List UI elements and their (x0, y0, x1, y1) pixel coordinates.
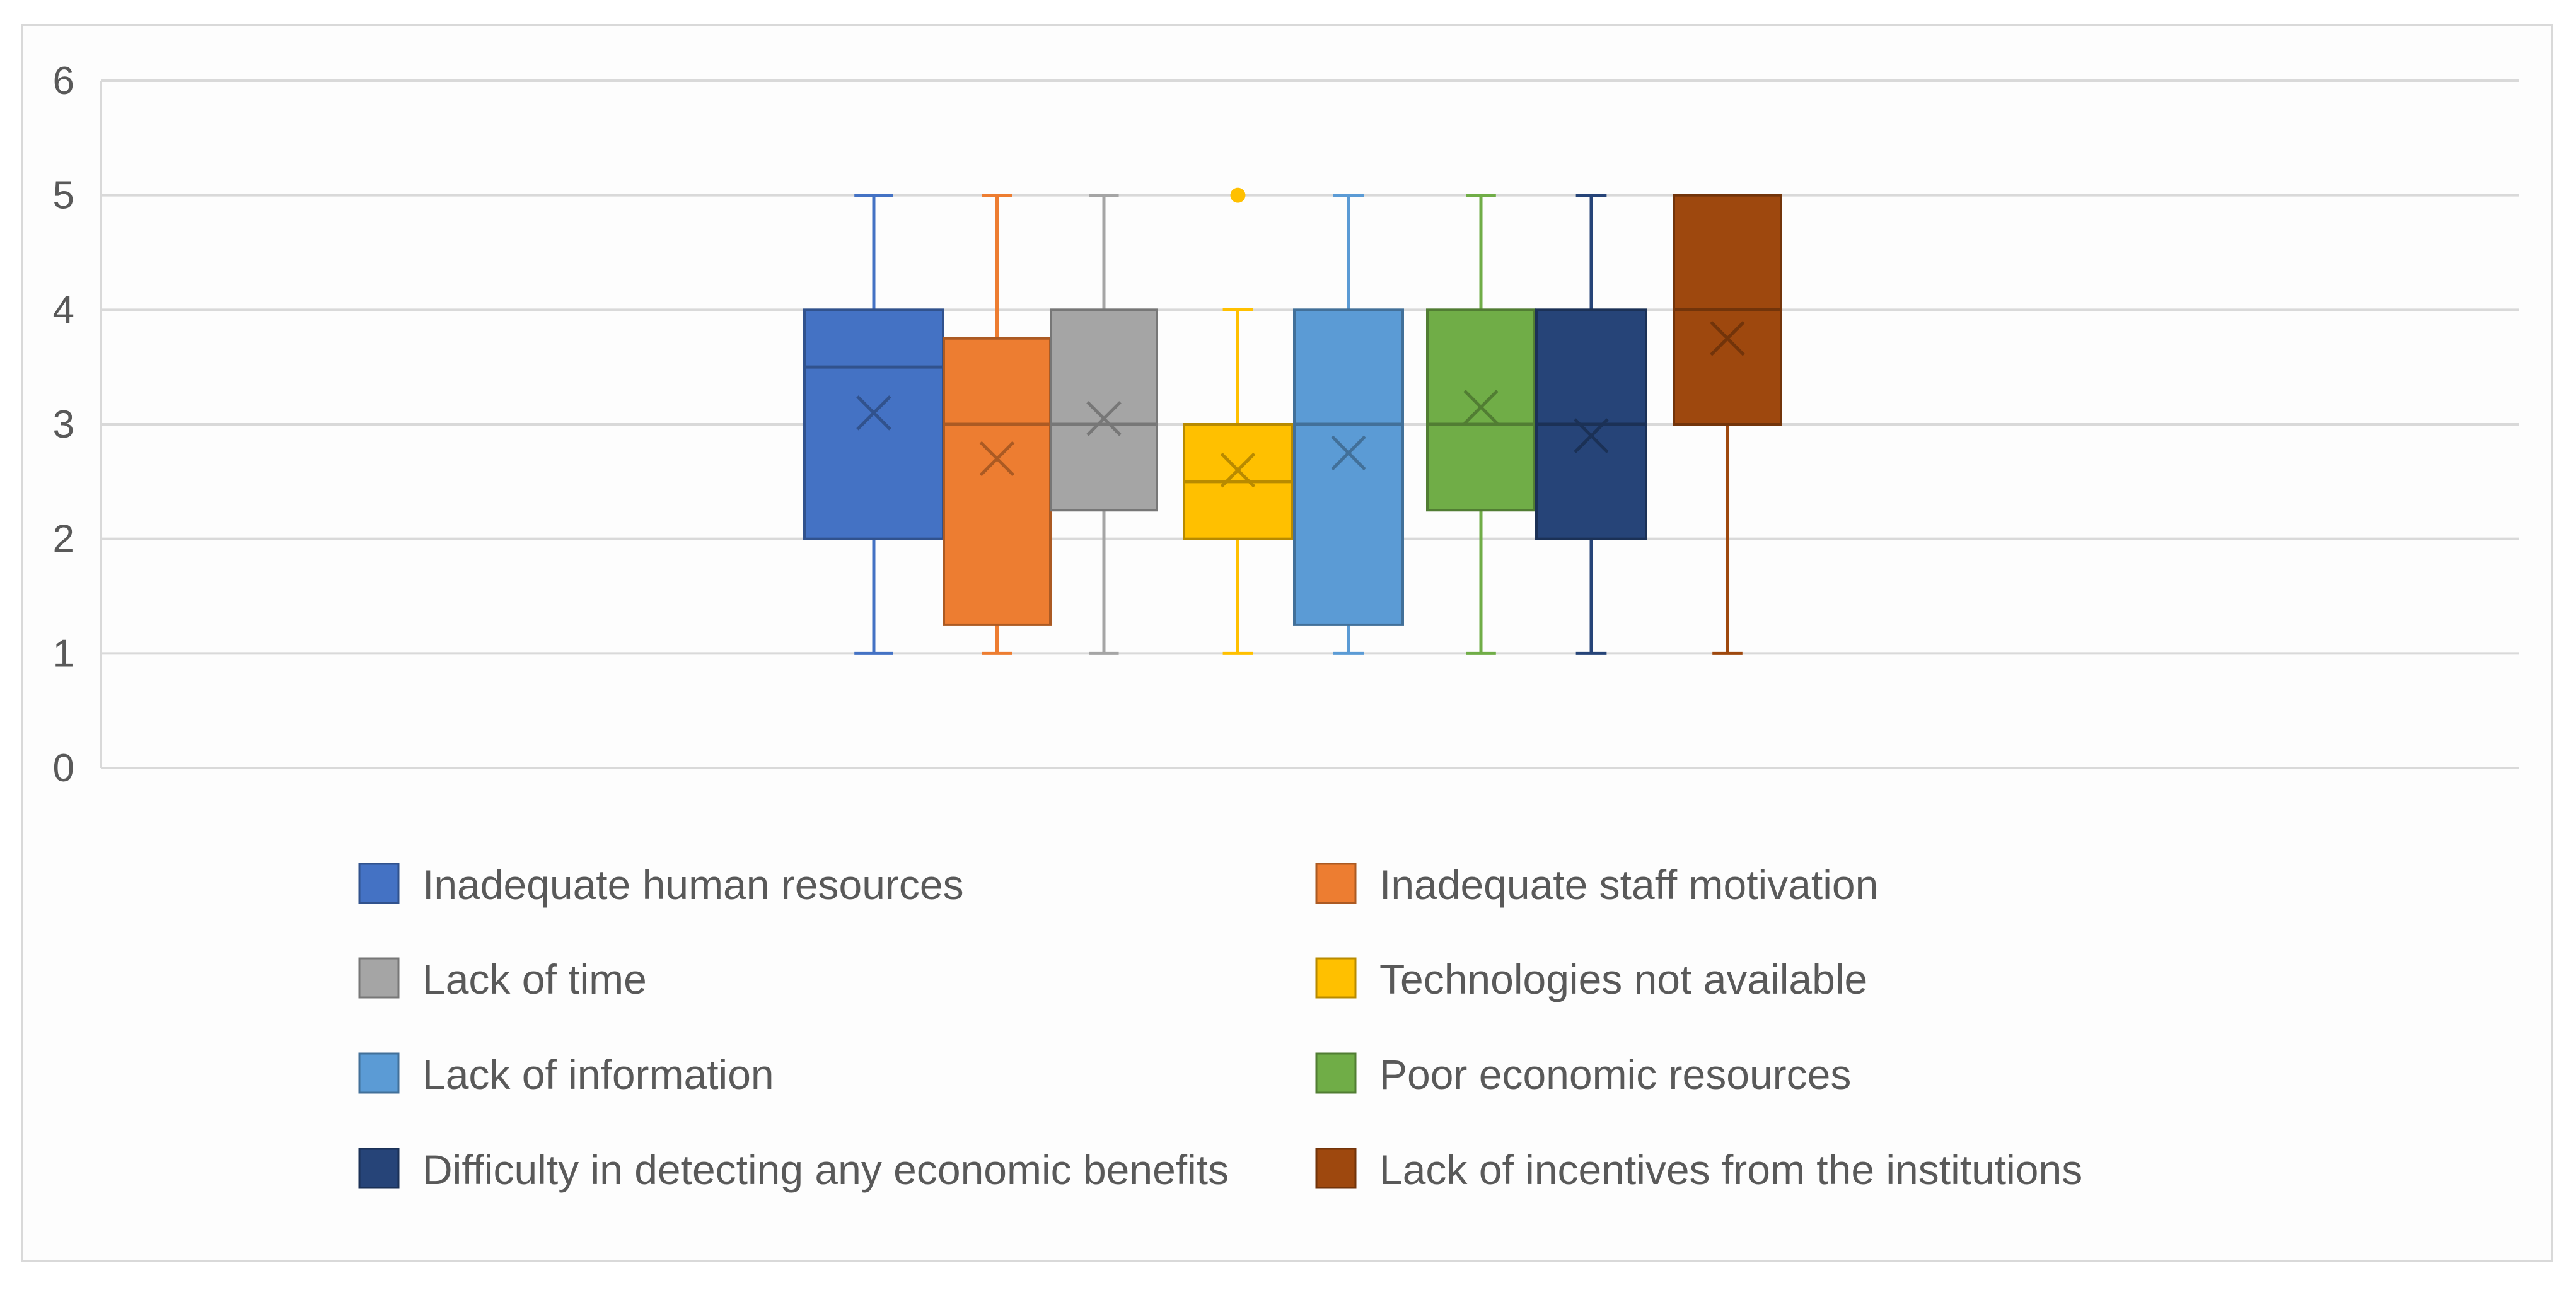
box-series-2 (943, 194, 1052, 655)
box-series-7 (1535, 194, 1647, 655)
box-iqr (1050, 308, 1158, 512)
legend-item-4: Technologies not available (1315, 956, 1867, 1002)
box-iqr (1426, 308, 1536, 512)
box-series-5 (1293, 194, 1404, 655)
legend-label: Difficulty in detecting any economic ben… (422, 1146, 1229, 1193)
y-tick-label-2: 2 (53, 518, 74, 561)
y-tick-label-5: 5 (53, 174, 74, 218)
mean-marker-b (1220, 452, 1256, 488)
mean-marker-b (1710, 320, 1745, 356)
box-series-6 (1426, 194, 1536, 655)
legend-label: Lack of incentives from the institutions (1379, 1146, 2082, 1193)
y-tick-label-1: 1 (53, 632, 74, 675)
legend-swatch (1315, 957, 1357, 999)
legend-label: Inadequate human resources (422, 861, 964, 908)
legend-item-6: Poor economic resources (1315, 1051, 1851, 1098)
legend-item-8: Lack of incentives from the institutions (1315, 1146, 2082, 1193)
legend-swatch (1315, 1052, 1357, 1094)
mean-marker-b (856, 395, 891, 431)
box-series-3 (1050, 194, 1158, 655)
legend-item-3: Lack of time (358, 956, 647, 1002)
y-axis: 0 1 2 3 4 5 6 (53, 59, 102, 790)
mean-marker-b (979, 441, 1015, 477)
legend-label: Lack of time (422, 956, 647, 1002)
mean-marker-b (1331, 435, 1366, 471)
legend-swatch (358, 1052, 400, 1094)
legend-item-1: Inadequate human resources (358, 861, 964, 908)
box-iqr (943, 337, 1052, 626)
legend: Inadequate human resources Inadequate sta… (358, 861, 2082, 1193)
legend-swatch (358, 1148, 400, 1189)
mean-marker-b (1574, 418, 1609, 453)
box-iqr (1293, 308, 1404, 626)
box-iqr (803, 308, 944, 540)
y-tick-label-0: 0 (53, 747, 74, 790)
legend-swatch (358, 957, 400, 999)
legend-label: Technologies not available (1379, 956, 1867, 1002)
outlier-point-1 (1230, 187, 1246, 203)
legend-swatch (1315, 1148, 1357, 1189)
legend-swatch (1315, 863, 1357, 904)
legend-swatch (358, 863, 400, 904)
y-tick-label-6: 6 (53, 59, 74, 103)
mean-marker-b (1463, 389, 1499, 425)
legend-item-7: Difficulty in detecting any economic ben… (358, 1146, 1229, 1193)
box-series-8 (1673, 194, 1782, 655)
mean-marker-b (1086, 401, 1122, 436)
legend-label: Inadequate staff motivation (1379, 861, 1878, 908)
legend-label: Lack of information (422, 1051, 774, 1098)
box-series-1 (803, 194, 944, 655)
chart-frame (21, 24, 2553, 1262)
plot-area (803, 187, 1782, 655)
y-tick-label-3: 3 (53, 403, 74, 446)
legend-item-2: Inadequate staff motivation (1315, 861, 1878, 908)
box-series-4 (1183, 187, 1293, 655)
y-tick-label-4: 4 (53, 288, 74, 332)
legend-label: Poor economic resources (1379, 1051, 1851, 1098)
legend-item-5: Lack of information (358, 1051, 774, 1098)
